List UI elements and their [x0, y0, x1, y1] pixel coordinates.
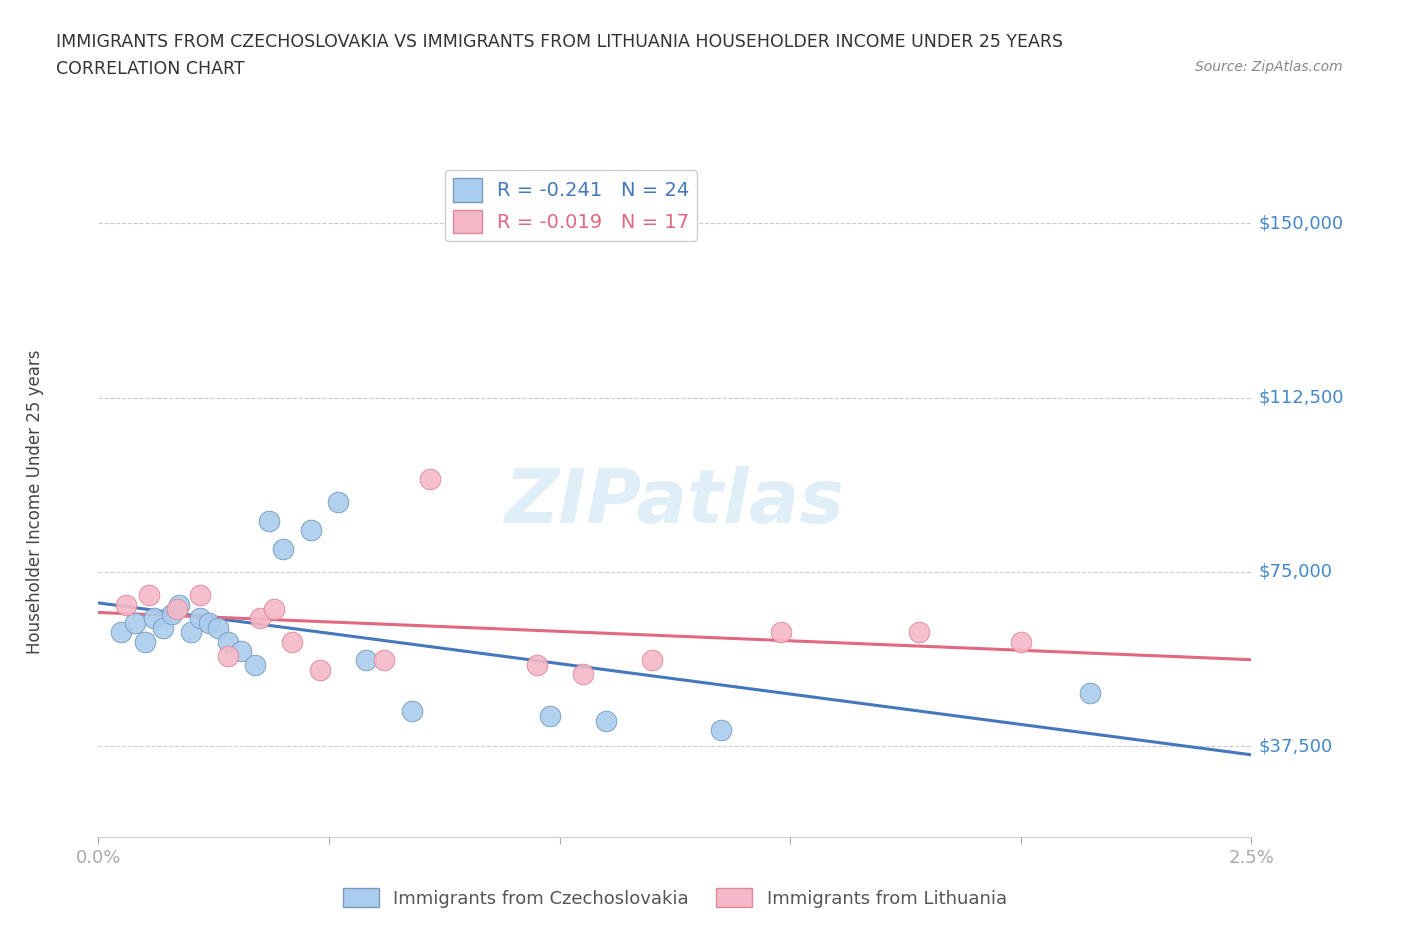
Text: ZIPatlas: ZIPatlas	[505, 466, 845, 538]
Point	[354, 653, 377, 668]
Text: $37,500: $37,500	[1258, 737, 1333, 755]
Point	[595, 713, 617, 728]
Point	[188, 588, 211, 603]
Point	[538, 709, 561, 724]
Point	[115, 597, 138, 612]
Legend: Immigrants from Czechoslovakia, Immigrants from Lithuania: Immigrants from Czechoslovakia, Immigran…	[336, 882, 1014, 915]
Point	[641, 653, 664, 668]
Text: $75,000: $75,000	[1258, 563, 1333, 581]
Point	[249, 611, 271, 626]
Point	[207, 620, 229, 635]
Text: $150,000: $150,000	[1258, 214, 1344, 232]
Point	[166, 602, 188, 617]
Point	[710, 723, 733, 737]
Point	[308, 662, 330, 677]
Point	[1010, 634, 1032, 649]
Point	[526, 658, 548, 672]
Point	[419, 472, 441, 486]
Text: IMMIGRANTS FROM CZECHOSLOVAKIA VS IMMIGRANTS FROM LITHUANIA HOUSEHOLDER INCOME U: IMMIGRANTS FROM CZECHOSLOVAKIA VS IMMIGR…	[56, 33, 1063, 50]
Point	[373, 653, 395, 668]
Point	[167, 597, 190, 612]
Point	[908, 625, 931, 640]
Text: Source: ZipAtlas.com: Source: ZipAtlas.com	[1195, 60, 1343, 74]
Point	[231, 644, 253, 658]
Point	[263, 602, 285, 617]
Point	[110, 625, 132, 640]
Point	[217, 634, 239, 649]
Point	[180, 625, 202, 640]
Point	[299, 523, 322, 538]
Point	[198, 616, 221, 631]
Point	[769, 625, 792, 640]
Text: $112,500: $112,500	[1258, 389, 1344, 406]
Point	[160, 606, 183, 621]
Point	[124, 616, 146, 631]
Point	[271, 541, 294, 556]
Point	[217, 648, 239, 663]
Point	[328, 495, 350, 510]
Point	[188, 611, 211, 626]
Point	[571, 667, 593, 682]
Text: CORRELATION CHART: CORRELATION CHART	[56, 60, 245, 78]
Point	[142, 611, 165, 626]
Point	[1078, 685, 1101, 700]
Point	[134, 634, 156, 649]
Point	[257, 513, 280, 528]
Text: Householder Income Under 25 years: Householder Income Under 25 years	[27, 350, 44, 655]
Point	[138, 588, 160, 603]
Point	[401, 704, 423, 719]
Point	[152, 620, 174, 635]
Point	[281, 634, 304, 649]
Point	[245, 658, 267, 672]
